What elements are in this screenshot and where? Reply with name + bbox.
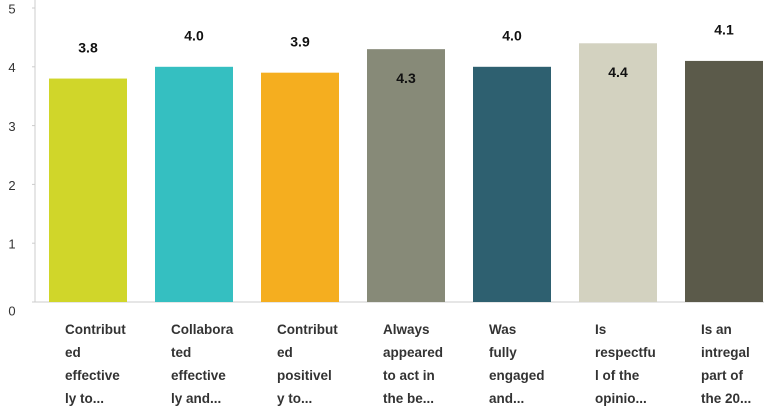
x-tick-label: Is an intregal part of the 20... [701, 322, 752, 406]
x-tick-label: Is respectfu l of the opinio... [595, 322, 656, 406]
x-tick-label: Contribut ed positivel y to... [277, 322, 338, 406]
y-tick-label: 3 [8, 119, 15, 134]
x-tick-label: Contribut ed effective ly to... [65, 322, 126, 406]
bar [49, 78, 127, 302]
data-label: 4.0 [502, 28, 522, 44]
x-tick-label: Always appeared to act in the be... [383, 322, 444, 406]
data-label: 4.3 [396, 70, 416, 86]
data-label: 3.8 [78, 39, 98, 55]
data-label: 4.1 [714, 22, 734, 38]
data-label: 4.0 [184, 28, 204, 44]
y-tick-label: 5 [8, 1, 15, 16]
bar [261, 72, 339, 303]
bar [155, 66, 233, 302]
y-tick-label: 1 [8, 237, 15, 252]
y-tick-label: 4 [8, 60, 15, 75]
bar [473, 66, 551, 302]
bar [685, 60, 763, 302]
x-tick-label: Was fully engaged and... [489, 322, 545, 406]
x-tick-label: Collabora ted effective ly and... [171, 322, 234, 406]
y-tick-label: 0 [8, 303, 15, 318]
data-label: 3.9 [290, 33, 310, 49]
bar [367, 49, 445, 302]
data-label: 4.4 [608, 64, 628, 80]
y-tick-label: 2 [8, 178, 15, 193]
bar [579, 43, 657, 302]
